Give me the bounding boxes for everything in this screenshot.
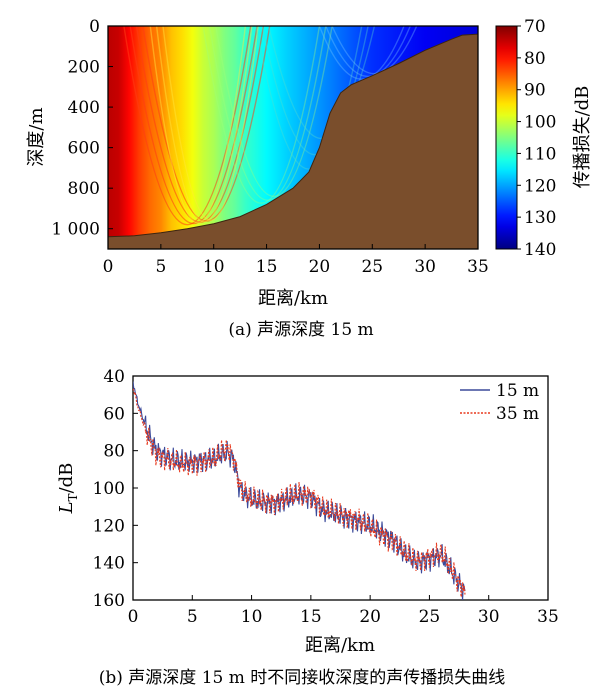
a-x-tick-label-4: 20: [309, 257, 331, 277]
b-y-tick-label-6: 160: [93, 591, 125, 611]
b-y-tick-label-4: 120: [93, 516, 125, 536]
cb-tick-label-0: 70: [524, 17, 546, 37]
a-y-tick-label-1: 200: [68, 58, 100, 78]
b-x-tick-label-4: 20: [359, 607, 381, 627]
cb-tick-label-7: 140: [524, 240, 556, 260]
b-x-tick-label-1: 5: [187, 607, 198, 627]
panel-b-y-ticks: 40 60 80 100 120 140 160: [93, 367, 138, 611]
panel-a-x-ticks: 0 5 10 15 20 25 30 35: [103, 244, 489, 277]
b-x-tick-label-6: 30: [478, 607, 500, 627]
ray-arc-12: [268, 26, 376, 139]
seabed: [108, 33, 478, 249]
cb-tick-label-1: 80: [524, 49, 546, 69]
b-y-tick-label-0: 40: [103, 367, 125, 387]
a-x-tick-label-0: 0: [103, 257, 114, 277]
ray-arc-14: [325, 26, 411, 78]
a-x-tick-label-7: 35: [467, 257, 489, 277]
panel-a-y-label: 深度/m: [26, 107, 47, 166]
ray-arc-15: [331, 26, 418, 75]
b-x-tick-label-2: 10: [241, 607, 263, 627]
a-y-tick-label-0: 0: [89, 17, 100, 37]
a-y-tick-label-5: 1 000: [51, 220, 100, 240]
ray-arc-2: [135, 26, 265, 223]
panel-b-line-chart: 0 5 10 15 20 25 30 35 40 60 80 100 120 140 160 15 m 35…: [56, 367, 559, 656]
cb-tick-label-6: 130: [524, 208, 556, 228]
ray-arc-3: [142, 26, 271, 222]
y-label-sub: T: [66, 493, 80, 501]
panel-a-frame: [107, 25, 479, 250]
colorbar-label: 传播损失/dB: [572, 86, 593, 189]
caption-b: (b) 声源深度 15 m 时不同接收深度的声传播损失曲线: [99, 668, 506, 688]
a-y-tick-label-3: 600: [68, 139, 100, 159]
y-label-main: L: [56, 501, 77, 514]
cb-tick-label-4: 110: [524, 144, 556, 164]
a-y-tick-label-4: 800: [68, 179, 100, 199]
cb-tick-label-2: 90: [524, 81, 546, 101]
series-line-35m: [133, 388, 466, 598]
b-y-tick-label-1: 60: [103, 404, 125, 424]
cb-tick-label-3: 100: [524, 113, 556, 133]
a-x-tick-label-5: 25: [361, 257, 383, 277]
panel-b-frame: [132, 375, 549, 601]
b-x-tick-label-5: 25: [419, 607, 441, 627]
b-y-tick-label-2: 80: [103, 442, 125, 462]
panel-b-x-ticks: 0 5 10 15 20 25 30 35: [128, 595, 559, 627]
y-label-unit: /dB: [56, 463, 77, 494]
cb-tick-label-5: 120: [524, 176, 556, 196]
ray-arc-1: [129, 26, 258, 225]
series-group: [133, 381, 466, 600]
b-x-tick-label-3: 15: [300, 607, 322, 627]
ray-arc-6: [162, 26, 259, 221]
colorbar: 70 80 90 100 110 120 130 140 传播损失/dB: [495, 17, 593, 260]
colorbar-ticks: 70 80 90 100 110 120 130 140: [517, 17, 556, 260]
a-x-tick-label-3: 15: [256, 257, 278, 277]
b-x-tick-label-7: 35: [537, 607, 559, 627]
legend-label-1: 35 m: [496, 404, 539, 424]
panel-b-y-label: LT/dB: [56, 463, 80, 515]
ray-arc-4: [149, 26, 247, 224]
ray-arc-13: [318, 26, 405, 80]
ray-arc-5: [155, 26, 253, 223]
series-line-15m: [133, 381, 466, 600]
legend: 15 m 35 m: [460, 381, 539, 424]
ray-arc-9: [215, 26, 333, 197]
a-y-tick-label-2: 400: [68, 98, 100, 118]
a-x-tick-label-1: 5: [155, 257, 166, 277]
b-y-tick-label-5: 140: [93, 554, 125, 574]
colorbar-bar: [495, 25, 518, 250]
panel-b-x-label: 距离/km: [305, 635, 375, 656]
caption-a: (a) 声源深度 15 m: [228, 320, 373, 340]
panel-a-y-ticks: 0 200 400 600 800 1 000: [51, 17, 113, 240]
a-x-tick-label-2: 10: [203, 257, 225, 277]
ray-arc-0: [123, 26, 252, 226]
a-x-tick-label-6: 30: [414, 257, 436, 277]
b-y-tick-label-3: 100: [93, 479, 125, 499]
ray-arc-7: [202, 26, 321, 204]
b-x-tick-label-0: 0: [128, 607, 139, 627]
ray-arc-8: [208, 26, 327, 201]
legend-label-0: 15 m: [496, 381, 539, 401]
panel-a-x-label: 距离/km: [258, 288, 328, 309]
